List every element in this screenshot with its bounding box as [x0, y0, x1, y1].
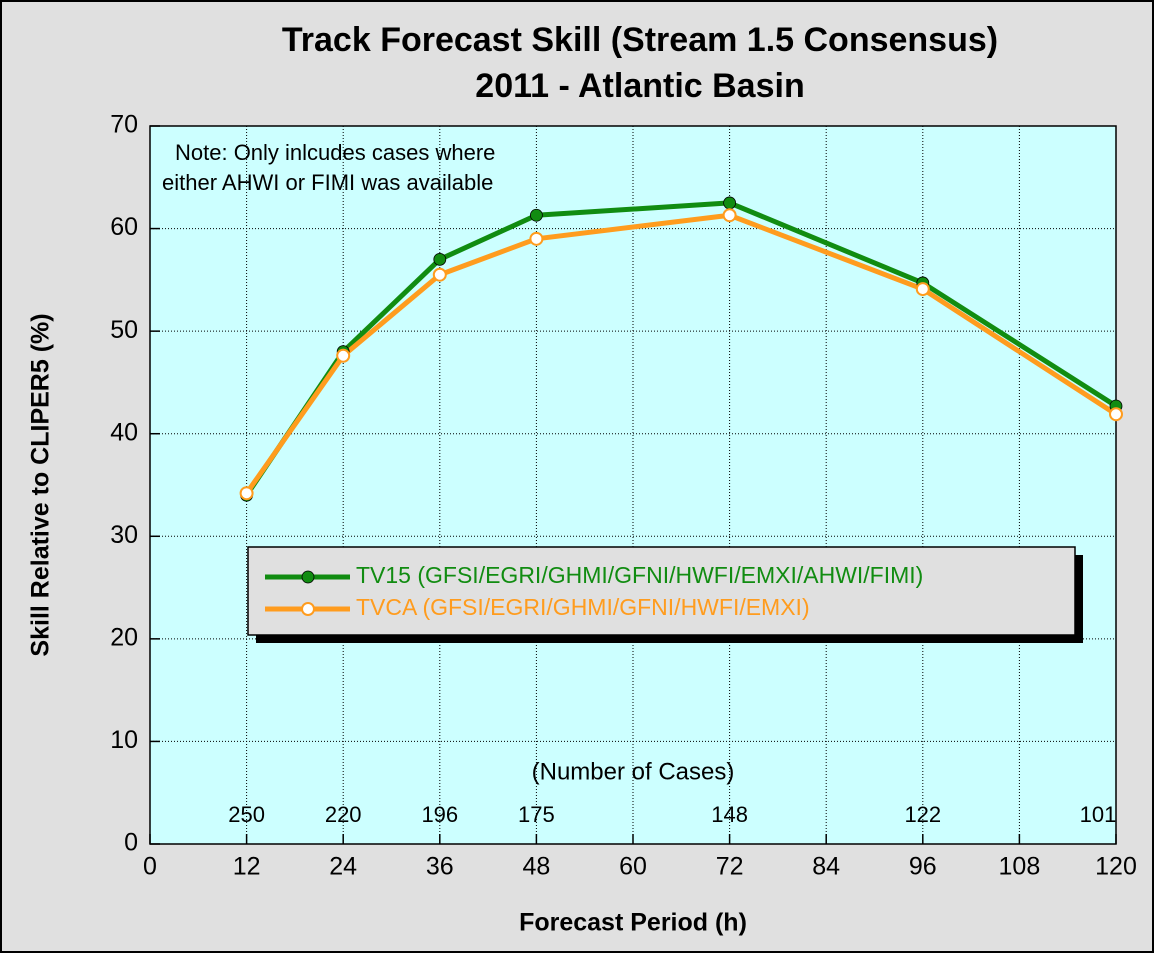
chart-subtitle: 2011 - Atlantic Basin	[475, 67, 804, 105]
x-tick-label: 0	[143, 853, 157, 881]
case-count: 175	[518, 802, 555, 827]
y-tick-label: 70	[110, 111, 138, 139]
case-count: 250	[228, 802, 265, 827]
y-tick-label: 50	[110, 316, 138, 344]
plot-area	[149, 125, 1117, 845]
x-tick-label: 36	[426, 853, 454, 881]
y-tick-label: 0	[124, 829, 138, 857]
legend-marker	[301, 602, 315, 616]
x-tick-label: 48	[522, 853, 550, 881]
x-tick-label: 24	[329, 853, 357, 881]
y-axis-label: Skill Relative to CLIPER5 (%)	[27, 313, 55, 656]
data-point	[432, 267, 447, 282]
y-tick-label: 60	[110, 213, 138, 241]
plot-layer: 0 10 20 30 40 50 60 70 0 12 24 36 48 60 72 84 96 108 120 25…	[110, 111, 1137, 881]
x-axis-label: Forecast Period (h)	[519, 909, 747, 937]
x-tick-label: 108	[999, 853, 1041, 881]
data-point	[336, 348, 351, 363]
x-tick-label: 72	[716, 853, 744, 881]
case-count: 196	[421, 802, 458, 827]
data-point	[723, 196, 736, 210]
x-tick-label: 84	[812, 853, 840, 881]
chart-title: Track Forecast Skill (Stream 1.5 Consens…	[282, 21, 998, 59]
case-count: 122	[904, 802, 941, 827]
annotation: either AHWI or FIMI was available	[162, 170, 493, 195]
x-tick-label: 96	[909, 853, 937, 881]
data-point	[722, 208, 737, 223]
annotation: Note: Only inlcudes cases where	[175, 140, 495, 165]
legend: TV15 (GFSI/EGRI/GHMI/GFNI/HWFI/EMXI/AHWI…	[247, 546, 1083, 643]
data-point	[529, 231, 544, 246]
legend-label: TV15 (GFSI/EGRI/GHMI/GFNI/HWFI/EMXI/AHWI…	[356, 562, 923, 588]
data-point	[915, 282, 930, 297]
data-point	[530, 208, 543, 222]
x-tick-label: 60	[619, 853, 647, 881]
data-point	[239, 486, 254, 501]
y-tick-label: 40	[110, 418, 138, 446]
legend-label: TVCA (GFSI/EGRI/GHMI/GFNI/HWFI/EMXI)	[356, 594, 810, 620]
x-tick-label: 120	[1095, 853, 1137, 881]
y-tick-label: 10	[110, 726, 138, 754]
x-tick-label: 12	[233, 853, 261, 881]
case-count: 220	[325, 802, 362, 827]
case-count: 101	[1080, 802, 1117, 827]
legend-marker	[301, 570, 315, 584]
data-point	[433, 252, 447, 266]
data-point	[1109, 407, 1123, 422]
case-count: 148	[711, 802, 748, 827]
y-tick-label: 20	[110, 623, 138, 651]
y-tick-label: 30	[110, 521, 138, 549]
legend-box	[247, 546, 1076, 636]
